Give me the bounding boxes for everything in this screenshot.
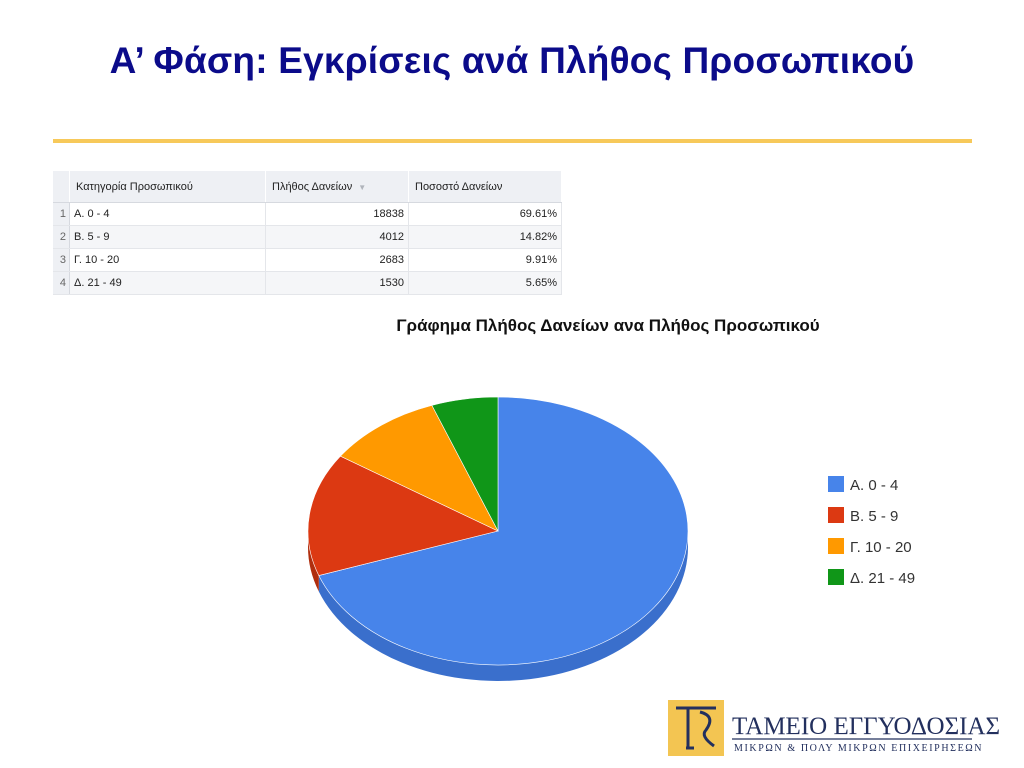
category-cell: Β. 5 - 9: [69, 225, 266, 249]
row-number: 3: [53, 248, 70, 272]
percent-cell: 14.82%: [408, 225, 562, 249]
table-row[interactable]: 3 Γ. 10 - 20 2683 9.91%: [53, 248, 562, 272]
chart-title: Γράφημα Πλήθος Δανείων ανα Πλήθος Προσωπ…: [396, 316, 819, 335]
column-header-label: Κατηγορία Προσωπικού: [76, 180, 193, 193]
percent-cell: 69.61%: [408, 202, 562, 226]
legend-label: Β. 5 - 9: [850, 508, 898, 525]
legend-label: Δ. 21 - 49: [850, 570, 915, 587]
logo-emblem-glyph: [676, 706, 716, 750]
pie-slice-3[interactable]: [339, 405, 499, 532]
legend-swatch: [828, 569, 844, 585]
legend-label: Α. 0 - 4: [850, 477, 898, 494]
pie-3d-sides: [308, 531, 688, 681]
legend-item[interactable]: Β. 5 - 9: [828, 507, 898, 525]
row-number: 1: [53, 202, 70, 226]
table-header-row: Κατηγορία Προσωπικού Πλήθος Δανείων ▼ Ποσ…: [53, 171, 562, 203]
percent-cell: 5.65%: [408, 271, 562, 295]
legend-swatch: [828, 507, 844, 523]
table-row[interactable]: 1 Α. 0 - 4 18838 69.61%: [53, 202, 562, 226]
legend-item[interactable]: Α. 0 - 4: [828, 476, 898, 494]
pie-slice-4[interactable]: [431, 396, 499, 532]
table-row[interactable]: 2 Β. 5 - 9 4012 14.82%: [53, 225, 562, 249]
table-row[interactable]: 4 Δ. 21 - 49 1530 5.65%: [53, 271, 562, 295]
pie-slices: [307, 396, 689, 666]
sort-down-icon[interactable]: ▼: [358, 182, 367, 192]
data-table: Κατηγορία Προσωπικού Πλήθος Δανείων ▼ Ποσ…: [53, 171, 562, 295]
legend-swatch: [828, 476, 844, 492]
legend-item[interactable]: Γ. 10 - 20: [828, 538, 912, 556]
count-cell: 18838: [265, 202, 409, 226]
legend-item[interactable]: Δ. 21 - 49: [828, 569, 915, 587]
pie-slice-1[interactable]: [318, 396, 689, 666]
row-number: 2: [53, 225, 70, 249]
category-cell: Γ. 10 - 20: [69, 248, 266, 272]
column-header-count[interactable]: Πλήθος Δανείων ▼: [265, 171, 409, 203]
category-cell: Α. 0 - 4: [69, 202, 266, 226]
pie-side-2: [308, 531, 319, 592]
pie-slice-2[interactable]: [307, 455, 499, 576]
column-header-percent[interactable]: Ποσοστό Δανείων: [408, 171, 562, 203]
row-number: 4: [53, 271, 70, 295]
chart-legend: Α. 0 - 4 Β. 5 - 9 Γ. 10 - 20 Δ. 21 - 49: [828, 476, 915, 587]
count-cell: 4012: [265, 225, 409, 249]
column-header-category[interactable]: Κατηγορία Προσωπικού: [69, 171, 266, 203]
legend-label: Γ. 10 - 20: [850, 539, 912, 556]
row-number-header: [53, 171, 70, 203]
logo: ΤΑΜΕΙΟ ΕΓΓΥΟΔΟΣΙΑΣ ΜΙΚΡΩΝ & ΠΟΛΥ ΜΙΚΡΩΝ …: [668, 700, 1000, 756]
logo-name: ΤΑΜΕΙΟ ΕΓΓΥΟΔΟΣΙΑΣ: [732, 713, 1000, 740]
logo-tagline: ΜΙΚΡΩΝ & ΠΟΛΥ ΜΙΚΡΩΝ ΕΠΙΧΕΙΡΗΣΕΩΝ: [734, 743, 983, 754]
legend-swatch: [828, 538, 844, 554]
count-cell: 2683: [265, 248, 409, 272]
column-header-label: Ποσοστό Δανείων: [415, 180, 503, 193]
slide-title: Α’ Φάση: Εγκρίσεις ανά Πλήθος Προσωπικού: [109, 40, 915, 81]
title-divider: [53, 139, 972, 143]
count-cell: 1530: [265, 271, 409, 295]
percent-cell: 9.91%: [408, 248, 562, 272]
category-cell: Δ. 21 - 49: [69, 271, 266, 295]
column-header-label: Πλήθος Δανείων: [272, 180, 353, 193]
